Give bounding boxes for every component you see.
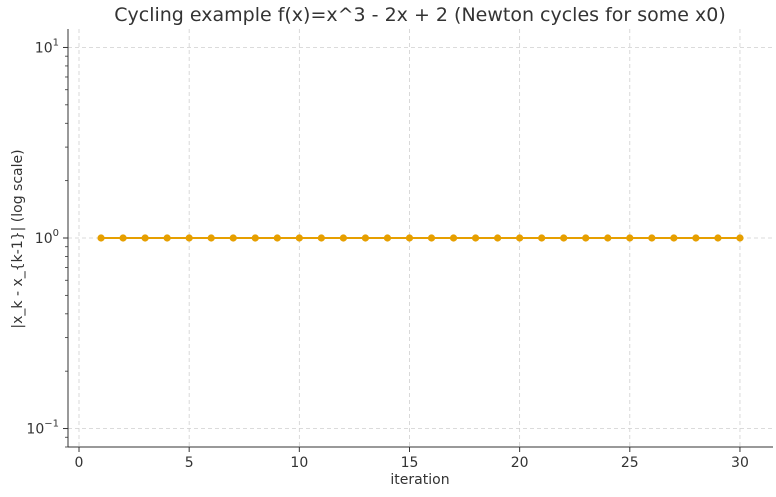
data-point — [185, 234, 193, 242]
data-point — [427, 234, 436, 242]
data-point — [604, 234, 612, 242]
data-point — [251, 234, 259, 242]
y-tick-label: 100 — [35, 228, 59, 247]
x-tick-label: 20 — [511, 455, 529, 471]
data-point — [295, 234, 303, 242]
x-tick-label: 15 — [401, 455, 419, 471]
x-tick-label: 10 — [290, 455, 308, 471]
data-point — [229, 234, 237, 242]
y-tick-label: 10−1 — [26, 419, 59, 438]
series-layer — [97, 234, 744, 242]
tick-labels: 0 5 10 15 20 25 30 10−1 100 101 — [26, 37, 748, 471]
data-point — [163, 234, 171, 242]
data-point — [405, 234, 414, 242]
x-tick-label: 25 — [621, 455, 639, 471]
data-point — [670, 234, 678, 242]
data-point — [494, 234, 502, 242]
data-point — [471, 234, 480, 242]
y-axis-title: |x_k - x_{k-1}| (log scale) — [10, 149, 26, 328]
data-point — [207, 234, 215, 242]
x-tick-label: 0 — [75, 455, 84, 471]
data-point — [692, 234, 700, 242]
data-point — [714, 234, 722, 242]
y-tick-label: 101 — [35, 37, 59, 56]
data-point — [119, 234, 127, 242]
data-point — [538, 234, 546, 242]
data-point — [273, 234, 281, 242]
data-point — [560, 234, 568, 242]
data-point — [449, 234, 458, 242]
data-point — [361, 234, 370, 242]
data-point — [736, 234, 744, 242]
data-point — [383, 234, 392, 242]
data-point — [516, 234, 524, 242]
data-point — [626, 234, 634, 242]
data-point — [582, 234, 590, 242]
data-point — [141, 234, 149, 242]
x-tick-label: 5 — [185, 455, 194, 471]
x-axis-title: iteration — [390, 472, 449, 488]
chart-title: Cycling example f(x)=x^3 - 2x + 2 (Newto… — [114, 4, 726, 26]
axes — [63, 29, 773, 452]
data-point — [317, 234, 325, 242]
data-point — [648, 234, 656, 242]
data-point — [97, 234, 105, 242]
data-point — [339, 234, 347, 242]
x-tick-label: 30 — [731, 455, 749, 471]
